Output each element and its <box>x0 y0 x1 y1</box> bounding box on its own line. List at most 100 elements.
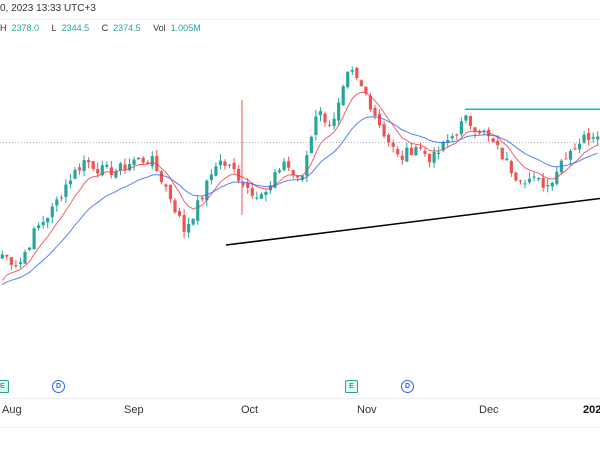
candle-body <box>164 184 168 187</box>
candle-body <box>382 124 386 137</box>
candle-body <box>405 147 409 162</box>
dividend-marker[interactable]: D <box>52 380 65 393</box>
candle-body <box>246 182 250 188</box>
candle-body <box>596 136 600 140</box>
candle-body <box>500 147 504 160</box>
candle-body <box>123 164 127 170</box>
candle-body <box>141 157 145 163</box>
candle-body <box>400 155 404 160</box>
candle-body <box>346 71 350 88</box>
price-chart[interactable] <box>0 0 600 398</box>
candle-body <box>109 167 113 176</box>
candle-body <box>55 199 59 206</box>
candle-body <box>577 143 582 150</box>
candle-body <box>341 86 345 106</box>
candle-body <box>87 160 91 163</box>
candle-body <box>232 162 236 169</box>
candle-body <box>64 184 68 197</box>
candle-body <box>59 197 63 199</box>
x-tick: Nov <box>357 404 377 416</box>
candle-body <box>132 159 136 165</box>
candle-body <box>364 86 368 94</box>
volume-label: Vol <box>153 23 166 33</box>
candle-body <box>518 180 523 182</box>
candle-body <box>305 155 309 176</box>
candle-body <box>373 107 377 116</box>
candle-body <box>177 211 182 216</box>
candle-body <box>455 134 459 136</box>
candle-body <box>196 200 200 221</box>
candle-body <box>359 80 363 86</box>
candle-body <box>0 254 4 259</box>
candle-body <box>459 121 463 135</box>
time-axis[interactable]: Aug Sep Oct Nov Dec 202 <box>0 398 600 428</box>
candle-body <box>418 147 423 149</box>
candle-body <box>118 163 123 171</box>
candle-body <box>423 150 427 155</box>
candle-body <box>96 169 100 174</box>
candle-body <box>318 111 323 116</box>
candle-body <box>105 164 109 167</box>
x-tick: Aug <box>2 404 22 416</box>
candle-body <box>250 188 254 196</box>
x-tick: Oct <box>241 404 259 416</box>
candle-body <box>68 180 73 185</box>
support-trendline <box>225 197 600 246</box>
candle-body <box>291 169 295 176</box>
candle-body <box>150 156 154 167</box>
candle-body <box>282 161 286 170</box>
candle-body <box>82 160 86 172</box>
candle-body <box>568 151 573 160</box>
candle-body <box>32 228 36 250</box>
candle-body <box>41 222 45 226</box>
earnings-marker[interactable]: E <box>345 380 358 393</box>
close-value: 2374.5 <box>113 23 141 33</box>
close-label: C <box>101 23 109 33</box>
candle-body <box>396 148 400 155</box>
candle-body <box>332 118 336 126</box>
candle-body <box>209 174 213 180</box>
candle-body <box>46 218 50 223</box>
candle-body <box>473 127 477 132</box>
candle-body <box>191 218 195 225</box>
candle-body <box>241 182 245 186</box>
candle-body <box>523 183 527 185</box>
candle-body <box>509 161 513 174</box>
candle-body <box>464 115 468 121</box>
candle-body <box>5 255 9 257</box>
candle-body <box>591 137 595 139</box>
candle-body <box>37 225 41 228</box>
candle-body <box>173 200 177 213</box>
candle-body <box>441 142 445 151</box>
candle-body <box>287 161 291 168</box>
candle-body <box>50 206 54 218</box>
earnings-marker[interactable]: E <box>0 380 9 393</box>
candle-body <box>300 175 304 180</box>
candle-body <box>564 158 568 160</box>
candle-body <box>277 170 282 173</box>
candle-body <box>387 134 391 143</box>
candle-body <box>27 247 32 250</box>
candle-body <box>450 136 454 139</box>
candle-body <box>496 140 500 146</box>
candle-body <box>146 162 150 164</box>
candle-body <box>414 146 418 156</box>
candle-body <box>23 252 27 264</box>
candle-body <box>446 140 450 143</box>
candle-body <box>182 215 186 232</box>
candle-body <box>368 95 373 110</box>
candle-body <box>491 138 495 143</box>
low-value: 2344.5 <box>61 23 90 33</box>
candle-body <box>159 171 163 182</box>
candle-body <box>227 164 232 166</box>
candle-body <box>468 116 473 126</box>
candle-body <box>323 113 327 123</box>
candle-body <box>100 165 104 176</box>
candle-body <box>237 168 241 181</box>
candle-body <box>532 176 536 178</box>
candle-body <box>573 148 577 150</box>
header-divider <box>0 19 600 20</box>
candle-body <box>582 134 586 143</box>
dividend-marker[interactable]: D <box>401 380 414 393</box>
ohlc-legend: H 2378.0 L 2344.5 C 2374.5 Vol 1.005M <box>0 23 211 33</box>
